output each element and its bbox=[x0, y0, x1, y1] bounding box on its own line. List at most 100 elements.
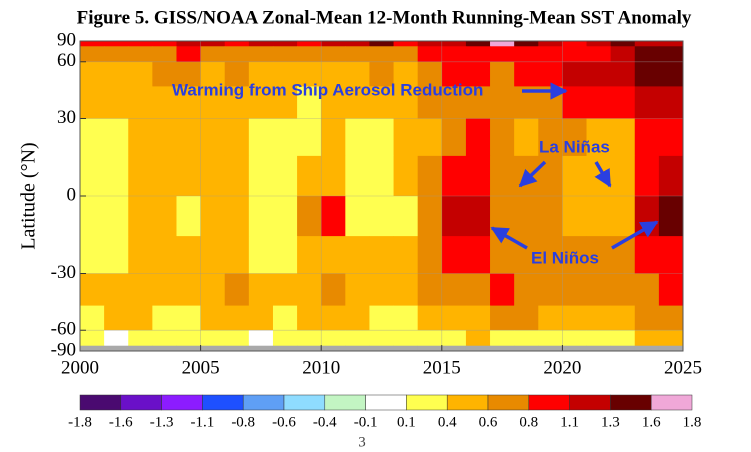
heatmap-cell bbox=[562, 196, 587, 237]
heatmap-cell bbox=[321, 305, 346, 331]
colorbar-box bbox=[202, 394, 244, 411]
heatmap-cell bbox=[345, 330, 370, 347]
heatmap-cell bbox=[658, 41, 684, 47]
x-tick-label: 2000 bbox=[61, 357, 99, 378]
heatmap-cell bbox=[465, 155, 491, 197]
arrow bbox=[518, 160, 547, 188]
heatmap-cell bbox=[393, 196, 419, 237]
colorbar-label: 0.1 bbox=[397, 414, 416, 430]
heatmap-cell bbox=[345, 196, 370, 237]
heatmap-cell bbox=[224, 345, 250, 352]
heatmap-cell bbox=[152, 305, 177, 331]
heatmap-cell bbox=[345, 236, 370, 274]
y-tick-label: -90 bbox=[51, 339, 76, 360]
heatmap-cell bbox=[586, 61, 612, 87]
heatmap-cell bbox=[200, 86, 226, 119]
heatmap-cell bbox=[128, 196, 153, 237]
heatmap-cell bbox=[104, 155, 129, 197]
colorbar-label: 0.4 bbox=[438, 414, 457, 430]
heatmap-cell bbox=[393, 273, 419, 307]
heatmap-cell bbox=[658, 273, 684, 307]
colorbar-label: -0.8 bbox=[231, 414, 255, 430]
heatmap-cell bbox=[200, 41, 226, 47]
heatmap-cell bbox=[658, 345, 684, 352]
heatmap-cell bbox=[369, 61, 394, 87]
heatmap-cell bbox=[465, 273, 491, 307]
heatmap-cell bbox=[369, 330, 394, 347]
arrows bbox=[490, 82, 659, 250]
heatmap-cell bbox=[80, 236, 105, 274]
page-number: 3 bbox=[358, 434, 366, 450]
heatmap-cell bbox=[490, 345, 515, 352]
colorbar-box bbox=[365, 394, 407, 411]
heatmap-cell bbox=[369, 46, 394, 63]
heatmap-cell bbox=[514, 155, 539, 197]
heatmap-cell bbox=[538, 61, 563, 87]
heatmap-cell bbox=[345, 305, 370, 331]
heatmap-cell bbox=[417, 61, 443, 87]
heatmap-cell bbox=[490, 305, 515, 331]
heatmap-cell bbox=[490, 155, 515, 197]
heatmap-cell bbox=[80, 41, 105, 47]
heatmap-cell bbox=[80, 46, 105, 63]
heatmap-cell bbox=[610, 196, 636, 237]
heatmap-cell bbox=[586, 86, 612, 119]
annotation: Warming from Ship Aerosol Reduction bbox=[172, 80, 483, 99]
heatmap-cell bbox=[514, 118, 539, 157]
heatmap-cell bbox=[321, 345, 346, 352]
heatmap-cell bbox=[369, 41, 394, 47]
arrow bbox=[490, 226, 528, 250]
heatmap-cell bbox=[538, 345, 563, 352]
y-tick-label: 60 bbox=[57, 50, 76, 71]
heatmap-cell bbox=[393, 118, 419, 157]
heatmap-cell bbox=[128, 118, 153, 157]
heatmap-cell bbox=[128, 330, 153, 347]
heatmap-cell bbox=[441, 41, 467, 47]
heatmap-cell bbox=[297, 345, 322, 352]
heatmap-cell bbox=[80, 273, 105, 307]
heatmap-cell bbox=[393, 155, 419, 197]
heatmap-cell bbox=[586, 273, 612, 307]
heatmap-cell bbox=[272, 46, 298, 63]
heatmap-cell bbox=[345, 155, 370, 197]
heatmap-cell bbox=[538, 236, 563, 274]
heatmap-cell bbox=[272, 41, 298, 47]
heatmap-cell bbox=[104, 46, 129, 63]
colorbar-box bbox=[324, 394, 366, 411]
annotation: El Niños bbox=[531, 248, 599, 267]
colorbar-label: 1.3 bbox=[601, 414, 620, 430]
heatmap-cell bbox=[200, 345, 226, 352]
heatmap-cell bbox=[297, 61, 322, 87]
heatmap-cell bbox=[176, 305, 201, 331]
heatmap-cell bbox=[490, 61, 515, 87]
heatmap-cell bbox=[345, 41, 370, 47]
colorbar-box bbox=[487, 394, 530, 411]
heatmap-cell bbox=[104, 236, 129, 274]
heatmap-cell bbox=[514, 305, 539, 331]
heatmap-cell bbox=[297, 196, 322, 237]
heatmap-cell bbox=[200, 236, 226, 274]
heatmap-cell bbox=[586, 41, 612, 47]
heatmap-cell bbox=[272, 236, 298, 274]
heatmap-cell bbox=[176, 196, 201, 237]
heatmap-cell bbox=[272, 61, 298, 87]
heatmap-cell bbox=[610, 305, 636, 331]
heatmap-cell bbox=[200, 46, 226, 63]
heatmap-cell bbox=[634, 41, 660, 47]
heatmap-cell bbox=[224, 236, 250, 274]
plot-frame bbox=[79, 40, 684, 352]
heatmap-cell bbox=[610, 330, 636, 347]
heatmap-cell bbox=[272, 155, 298, 197]
heatmap-cell bbox=[152, 118, 177, 157]
heatmap-cell bbox=[224, 155, 250, 197]
heatmap-cell bbox=[176, 330, 201, 347]
heatmap-cell bbox=[345, 273, 370, 307]
heatmap-cell bbox=[417, 41, 443, 47]
heatmap-cell bbox=[369, 236, 394, 274]
heatmap-cell bbox=[369, 118, 394, 157]
heatmap-cell bbox=[152, 196, 177, 237]
colorbar-label: -1.3 bbox=[150, 414, 174, 430]
heatmap-cell bbox=[176, 118, 201, 157]
heatmap-cell bbox=[634, 61, 660, 87]
heatmap-cell bbox=[465, 61, 491, 87]
